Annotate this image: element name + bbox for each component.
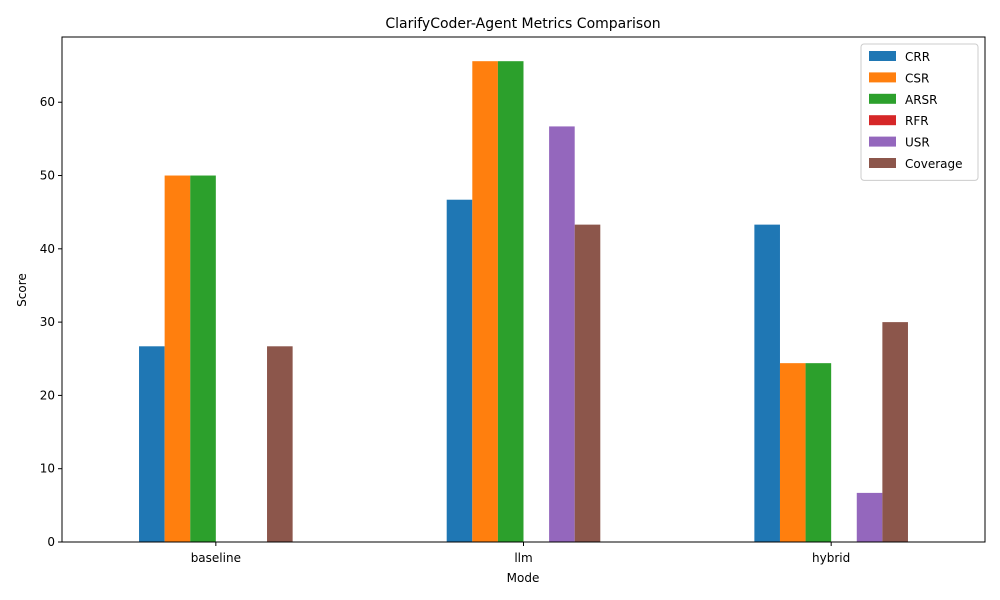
legend-swatch-csr (869, 72, 896, 83)
y-axis-label: Score (15, 273, 29, 307)
x-tick-label: baseline (191, 551, 241, 565)
x-axis-label: Mode (507, 571, 540, 585)
y-tick-label: 30 (40, 315, 55, 329)
bar-crr-baseline (139, 346, 165, 542)
y-tick-label: 20 (40, 388, 55, 402)
legend-swatch-arsr (869, 93, 896, 104)
legend-label-rfr: RFR (905, 114, 929, 128)
y-tick-label: 0 (47, 535, 55, 549)
legend-label-csr: CSR (905, 71, 929, 85)
legend-label-arsr: ARSR (905, 93, 938, 107)
legend-swatch-usr (869, 136, 896, 147)
x-tick-label: llm (514, 551, 532, 565)
x-tick-label: hybrid (812, 551, 850, 565)
bar-usr-llm (549, 126, 575, 543)
bar-arsr-hybrid (805, 363, 832, 542)
y-tick-label: 40 (40, 242, 55, 256)
legend-swatch-coverage (869, 158, 896, 168)
chart-title: ClarifyCoder-Agent Metrics Comparison (385, 16, 660, 32)
bar-arsr-llm (497, 61, 524, 542)
bars-layer (139, 61, 908, 543)
bar-arsr-baseline (190, 175, 216, 542)
bar-crr-llm (446, 199, 473, 542)
bar-csr-hybrid (779, 363, 806, 542)
y-tick-label: 10 (40, 462, 55, 476)
legend-label-crr: CRR (905, 50, 930, 64)
bar-coverage-baseline (267, 346, 293, 542)
bar-usr-hybrid (856, 492, 883, 542)
bar-crr-hybrid (754, 224, 780, 542)
legend-swatch-rfr (869, 115, 896, 126)
y-tick-label: 60 (40, 95, 55, 109)
legend-label-coverage: Coverage (905, 157, 963, 171)
bar-csr-llm (472, 61, 498, 542)
legend-label-usr: USR (905, 136, 930, 150)
legend: CRR CSR ARSR RFR USR Coverage (860, 43, 979, 181)
bar-csr-baseline (164, 175, 191, 542)
y-tick-label: 50 (40, 169, 55, 183)
bar-coverage-hybrid (882, 322, 908, 542)
bar-coverage-llm (574, 224, 601, 542)
ticks-layer: baseline llm hybrid 0 10 20 30 40 50 60 (40, 95, 851, 565)
legend-swatch-crr (869, 51, 896, 61)
